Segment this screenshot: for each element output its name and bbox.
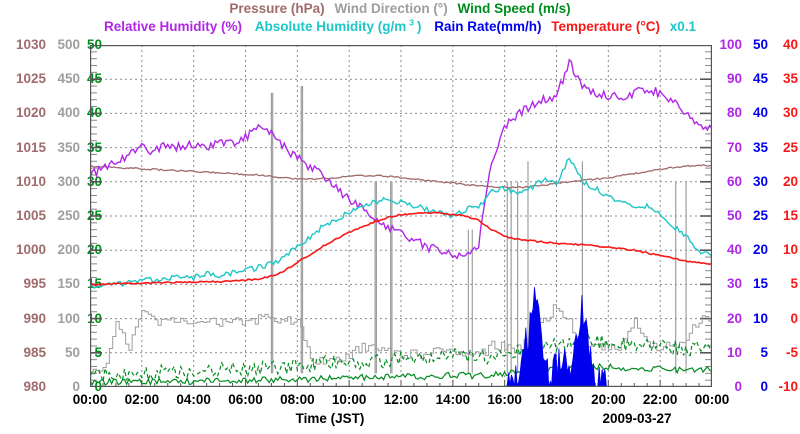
x-axis-tick-2: 04:00 (176, 392, 211, 407)
legend-row-2: Relative Humidity (%) Absolute Humidity … (0, 17, 800, 34)
axis-tick-temp-20: 20 (782, 173, 798, 189)
axis-tick-temp-35: 35 (782, 71, 798, 87)
plot-area (90, 45, 712, 387)
axis-tick-temp-neg5: -5 (785, 344, 798, 360)
x-axis-date: 2009-03-27 (602, 411, 672, 426)
axis-tick-winddir-450: 450 (57, 71, 80, 87)
series-wind-speed (90, 362, 712, 387)
legend-item-absolute-humidity: Absolute Humidity (g/m 3) (249, 17, 428, 34)
x-axis-tick-11: 22:00 (642, 392, 678, 407)
series-wind-direction (90, 304, 712, 375)
plot-svg (90, 45, 712, 387)
x-axis-title: Time (JST) (295, 411, 365, 426)
axis-tick-rh-80: 80 (726, 105, 742, 121)
axis-tick-winddir-150: 150 (57, 276, 80, 292)
axis-tick-pressure-1030: 1030 (15, 37, 46, 52)
axis-tick-temp-10: 10 (782, 242, 798, 258)
series-wind-gust (90, 333, 712, 383)
axis-tick-temp-30: 30 (782, 105, 798, 121)
axis-tick-rain-25: 25 (752, 208, 768, 223)
axis-tick-winddir-0: 0 (72, 379, 80, 394)
axis-tick-pressure-990: 990 (23, 310, 46, 326)
axis-tick-temp-15: 15 (782, 208, 798, 223)
axis-tick-rh-0: 0 (734, 379, 742, 394)
x-axis-tick-3: 06:00 (228, 392, 263, 407)
legend-item-wind-speed: Wind Speed (m/s) (457, 1, 571, 16)
axis-tick-pressure-1025: 1025 (15, 71, 46, 87)
series-temperature (90, 211, 712, 286)
axis-tick-winddir-200: 200 (57, 242, 80, 258)
legend-item-temperature: Temperature (°C) (551, 18, 660, 34)
legend-item-scale-factor: x0.1 (669, 18, 697, 34)
axis-tick-rain-5: 5 (760, 344, 768, 360)
axis-tick-rain-20: 20 (752, 242, 768, 258)
axis-tick-winddir-350: 350 (57, 139, 80, 155)
axis-tick-rh-100: 100 (719, 37, 742, 52)
axis-tick-rain-0: 0 (760, 379, 768, 394)
axis-tick-rh-90: 90 (726, 71, 742, 87)
axis-tick-pressure-1010: 1010 (15, 173, 46, 189)
x-axis-tick-1: 02:00 (124, 392, 160, 407)
x-axis-tick-9: 18:00 (539, 392, 574, 407)
x-axis-tick-10: 20:00 (591, 392, 626, 407)
legend-item-relative-humidity: Relative Humidity (%) (103, 18, 242, 34)
axis-tick-rain-50: 50 (752, 37, 768, 52)
x-axis-tick-7: 14:00 (435, 392, 471, 407)
axis-tick-rh-10: 10 (726, 344, 742, 360)
axis-tick-rain-35: 35 (752, 139, 768, 155)
legend-absolute-humidity-text: Absolute Humidity (g/m (254, 18, 407, 34)
axis-tick-rain-15: 15 (752, 276, 768, 292)
series-pressure (90, 163, 712, 189)
series-rain-rate (90, 287, 712, 387)
x-axis-tick-4: 08:00 (280, 392, 315, 407)
x-axis-tick-0: 00:00 (72, 392, 108, 407)
series-relative-humidity (90, 58, 712, 260)
legend-item-wind-direction: Wind Direction (°) (334, 1, 448, 16)
axis-tick-rh-20: 20 (726, 310, 742, 326)
axis-tick-pressure-985: 985 (23, 344, 46, 360)
axis-tick-rain-40: 40 (752, 105, 768, 121)
legend-item-pressure: Pressure (hPa) (229, 1, 325, 16)
axis-tick-winddir-400: 400 (57, 105, 80, 121)
axis-tick-rain-10: 10 (752, 310, 768, 326)
plot-frame (90, 45, 712, 387)
axis-tick-pressure-1000: 1000 (15, 242, 46, 258)
axis-tick-rain-30: 30 (752, 173, 768, 189)
axis-tick-pressure-995: 995 (23, 276, 46, 292)
legend-absolute-humidity-tail: ) (417, 18, 422, 34)
legend-item-rain-rate: Rain Rate(mm/h) (434, 18, 542, 34)
axis-tick-pressure-1015: 1015 (15, 139, 46, 155)
x-axis-tick-8: 16:00 (487, 392, 522, 407)
axis-tick-pressure-1020: 1020 (15, 105, 46, 121)
axis-tick-rh-70: 70 (726, 139, 742, 155)
axis-tick-winddir-250: 250 (57, 208, 80, 223)
series-absolute-humidity (90, 157, 712, 289)
axis-tick-pressure-980: 980 (23, 379, 46, 394)
legend-row-1: Pressure (hPa) Wind Direction (°) Wind S… (0, 1, 800, 16)
axis-tick-rh-30: 30 (726, 276, 742, 292)
axis-tick-rh-40: 40 (726, 242, 742, 258)
axis-tick-winddir-300: 300 (57, 173, 80, 189)
x-axis-tick-5: 10:00 (331, 392, 367, 407)
axis-tick-winddir-100: 100 (57, 310, 80, 326)
axis-tick-rh-60: 60 (726, 173, 742, 189)
x-axis-tick-6: 12:00 (383, 392, 419, 407)
axis-tick-temp-5: 5 (790, 276, 798, 292)
axis-tick-temp-0: 0 (790, 310, 798, 326)
legend-absolute-humidity-exponent: 3 (409, 17, 414, 27)
axis-tick-rain-45: 45 (752, 71, 768, 87)
x-axis-tick-12: 00:00 (694, 392, 730, 407)
axis-tick-temp-25: 25 (782, 139, 798, 155)
axis-tick-rh-50: 50 (726, 208, 742, 223)
axis-tick-temp-40: 40 (782, 37, 798, 52)
axis-tick-winddir-500: 500 (57, 37, 80, 52)
axis-tick-pressure-1005: 1005 (15, 208, 46, 223)
axis-tick-temp-neg10: -10 (778, 379, 798, 394)
axis-tick-winddir-50: 50 (64, 344, 80, 360)
